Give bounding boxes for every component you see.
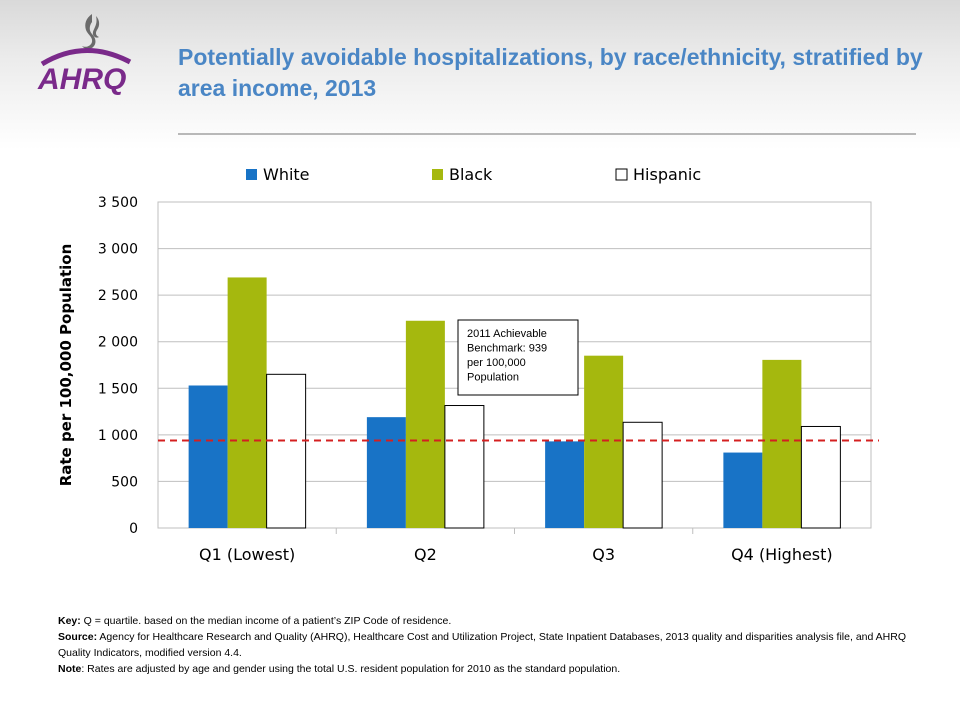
hhs-eagle-icon (82, 14, 100, 49)
bar-black (405, 320, 445, 528)
x-tick-label: Q4 (Highest) (731, 545, 833, 564)
key-note: Key: Q = quartile. based on the median i… (58, 613, 908, 629)
source-label: Source: (58, 631, 98, 643)
bar-white (366, 417, 406, 528)
legend-label-white: White (263, 165, 310, 184)
y-tick-label: 3 500 (98, 195, 138, 211)
y-tick-label: 0 (129, 521, 138, 537)
page-title: Potentially avoidable hospitalizations, … (178, 44, 923, 101)
x-tick-label: Q3 (592, 545, 615, 564)
bar-black (227, 277, 267, 528)
benchmark-label: per 100,000 (467, 357, 526, 369)
bar-chart: 0 500 1 000 1 500 2 000 2 500 3 000 3 500 Q1 (Lo… (57, 165, 879, 564)
key-label: Key: (58, 615, 81, 627)
bar-hispanic (266, 373, 307, 529)
legend-swatch-white (246, 169, 257, 180)
key-text: Q = quartile. based on the median income… (80, 615, 452, 627)
title-divider (178, 133, 916, 135)
benchmark-callout (457, 319, 579, 396)
legend-swatch-black (432, 169, 443, 180)
benchmark-label: Benchmark: 939 (467, 343, 547, 355)
bar-black (584, 355, 624, 528)
bar-white (723, 452, 763, 528)
ahrq-logo: AHRQ (30, 8, 150, 98)
benchmark-label: Population (467, 372, 519, 384)
y-tick-label: 2 000 (98, 335, 138, 351)
source-text: Agency for Healthcare Research and Quali… (58, 631, 907, 659)
logo-arc (40, 48, 132, 67)
note-label: Note (58, 663, 82, 675)
bar-white (188, 385, 228, 528)
source-note: Source: Agency for Healthcare Research a… (58, 629, 908, 661)
chart-notes: Key: Q = quartile. based on the median i… (58, 613, 908, 677)
note-note: Note: Rates are adjusted by age and gend… (58, 661, 908, 677)
y-tick-label: 500 (111, 474, 138, 490)
benchmark-label: 2011 Achievable (467, 328, 547, 340)
x-tick-label: Q2 (414, 545, 437, 564)
legend-swatch-hispanic (615, 168, 628, 181)
bar-white (545, 441, 585, 528)
note-text: : Rates are adjusted by age and gender u… (81, 663, 621, 675)
bar-hispanic (444, 405, 485, 529)
bar-hispanic (800, 425, 841, 529)
bar-black (762, 359, 802, 528)
y-tick-label: 3 000 (98, 242, 138, 258)
logo-text: AHRQ (37, 63, 126, 96)
x-tick-label: Q1 (Lowest) (199, 545, 295, 564)
y-axis-label: Rate per 100,000 Population (57, 244, 75, 487)
legend-label-hispanic: Hispanic (633, 165, 701, 184)
y-tick-label: 1 500 (98, 381, 138, 397)
y-tick-label: 1 000 (98, 428, 138, 444)
bar-hispanic (622, 421, 663, 529)
legend-label-black: Black (449, 165, 493, 184)
y-tick-label: 2 500 (98, 288, 138, 304)
